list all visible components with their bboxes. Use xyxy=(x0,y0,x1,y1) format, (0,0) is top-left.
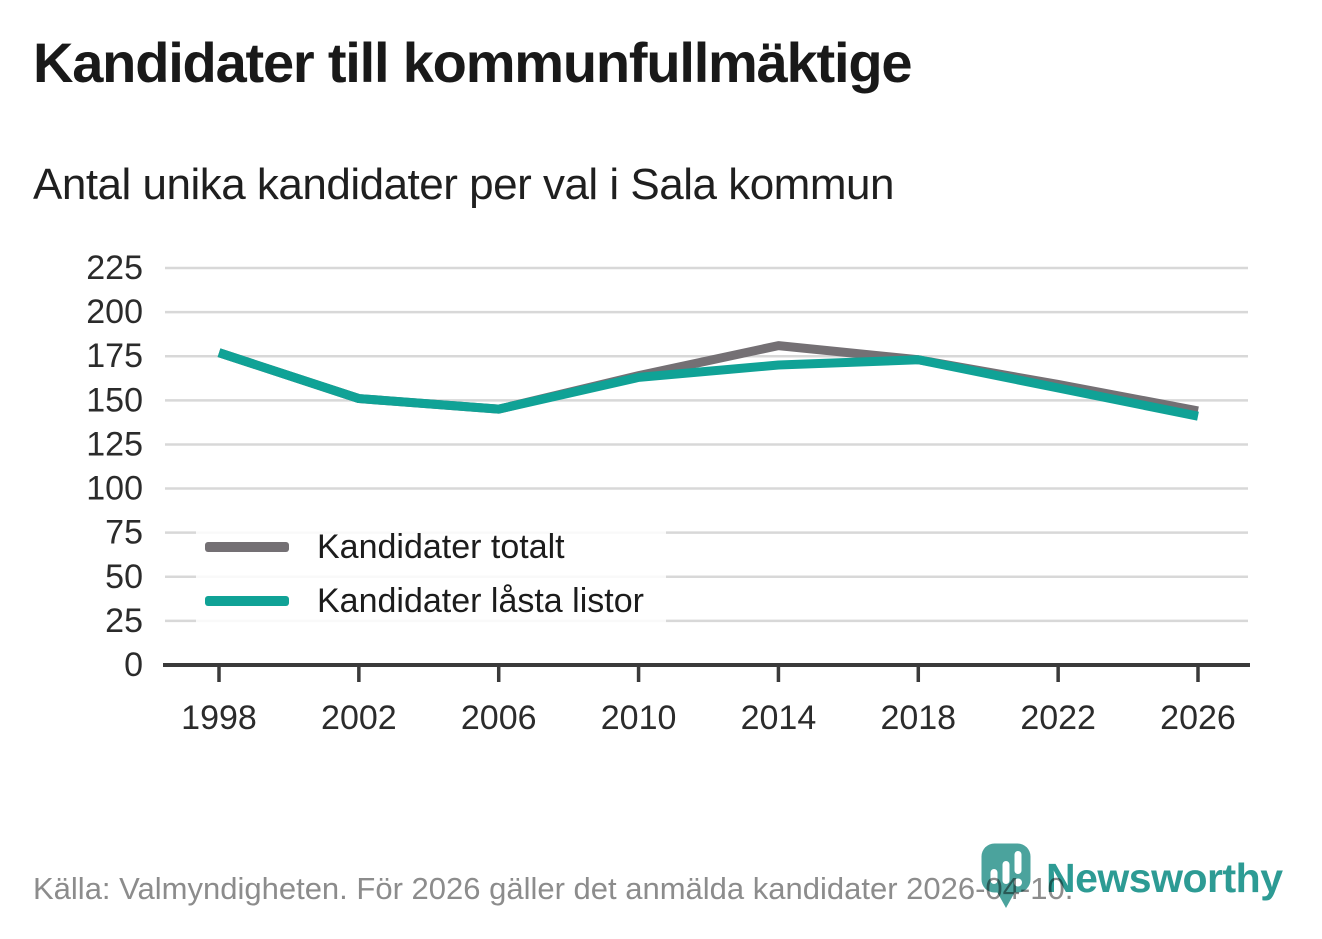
y-axis-label-150: 150 xyxy=(86,381,143,419)
newsworthy-wordmark: Newsworthy xyxy=(1046,855,1283,901)
legend: Kandidater totalt Kandidater låsta listo… xyxy=(196,514,666,634)
y-axis-label-125: 125 xyxy=(86,425,143,463)
x-axis-label-2010: 2010 xyxy=(601,699,677,737)
y-axis-label-0: 0 xyxy=(124,646,143,684)
y-axis-label-100: 100 xyxy=(86,470,143,508)
legend-label-lasta-listor: Kandidater låsta listor xyxy=(317,581,644,620)
x-axis-label-1998: 1998 xyxy=(181,699,257,737)
x-axis-label-2006: 2006 xyxy=(461,699,537,737)
series-line-kandidater-l-sta-listor xyxy=(217,348,1199,421)
chart-title: Kandidater till kommunfullmäktige xyxy=(33,31,913,94)
newsworthy-logo: Newsworthy xyxy=(980,842,1283,912)
y-axis-label-50: 50 xyxy=(105,558,143,596)
y-axis-label-75: 75 xyxy=(105,514,143,552)
x-axis-label-2002: 2002 xyxy=(321,699,397,737)
y-axis-label-25: 25 xyxy=(105,602,143,640)
legend-label-totalt: Kandidater totalt xyxy=(317,527,565,566)
y-axis-label-175: 175 xyxy=(86,337,143,375)
chart-subtitle: Antal unika kandidater per val i Sala ko… xyxy=(33,160,894,209)
legend-swatch-totalt xyxy=(205,542,289,552)
newsworthy-pin-icon xyxy=(981,843,1031,908)
x-axis-label-2018: 2018 xyxy=(880,699,956,737)
legend-item-lasta-listor: Kandidater låsta listor xyxy=(205,574,644,628)
x-axis-label-2026: 2026 xyxy=(1160,699,1236,737)
x-axis-label-2014: 2014 xyxy=(741,699,817,737)
x-axis-label-2022: 2022 xyxy=(1020,699,1096,737)
source-note: Källa: Valmyndigheten. För 2026 gäller d… xyxy=(33,871,1074,906)
legend-swatch-lasta-listor xyxy=(205,596,289,606)
legend-item-totalt: Kandidater totalt xyxy=(205,520,644,574)
y-axis-label-200: 200 xyxy=(86,293,143,331)
y-axis-label-225: 225 xyxy=(86,249,143,287)
